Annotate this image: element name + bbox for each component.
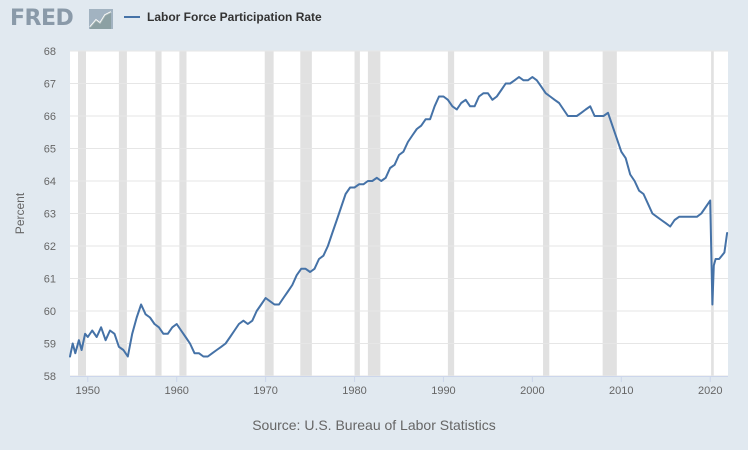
y-tick-label: 64 <box>44 176 56 188</box>
x-axis: 1950 1960 1970 1980 1990 2000 2010 2020 <box>70 376 728 397</box>
fred-logo[interactable]: FRED <box>10 6 74 31</box>
y-tick-label: 68 <box>44 46 56 58</box>
chart-header: FRED Labor Force Participation Rate <box>0 0 748 40</box>
y-tick-label: 66 <box>44 111 56 123</box>
series-line[interactable] <box>69 76 729 358</box>
x-tick-label: 1980 <box>342 385 366 397</box>
x-tick-label: 1960 <box>164 385 188 397</box>
y-tick-label: 67 <box>44 79 56 91</box>
y-tick-label: 59 <box>44 339 56 351</box>
y-tick-label: 60 <box>44 306 56 318</box>
x-tick-label: 1950 <box>76 385 100 397</box>
x-tick-label: 2000 <box>520 385 544 397</box>
series-layer <box>69 76 729 358</box>
x-tick-label: 2020 <box>698 385 722 397</box>
legend[interactable]: Labor Force Participation Rate <box>124 10 322 24</box>
source-note: Source: U.S. Bureau of Labor Statistics <box>252 417 496 433</box>
y-axis: 58 59 60 61 62 63 64 65 66 67 68 <box>44 46 56 383</box>
legend-label: Labor Force Participation Rate <box>147 10 322 24</box>
x-tick-label: 2010 <box>609 385 633 397</box>
x-tick-label: 1970 <box>253 385 277 397</box>
y-tick-label: 61 <box>44 274 56 286</box>
fred-chart-icon <box>89 9 113 29</box>
y-axis-title: Percent <box>13 192 27 234</box>
y-tick-label: 65 <box>44 144 56 156</box>
x-tick-label: 1990 <box>431 385 455 397</box>
y-tick-label: 62 <box>44 241 56 253</box>
y-tick-label: 63 <box>44 209 56 221</box>
y-tick-label: 58 <box>44 371 56 383</box>
legend-swatch <box>124 16 140 18</box>
